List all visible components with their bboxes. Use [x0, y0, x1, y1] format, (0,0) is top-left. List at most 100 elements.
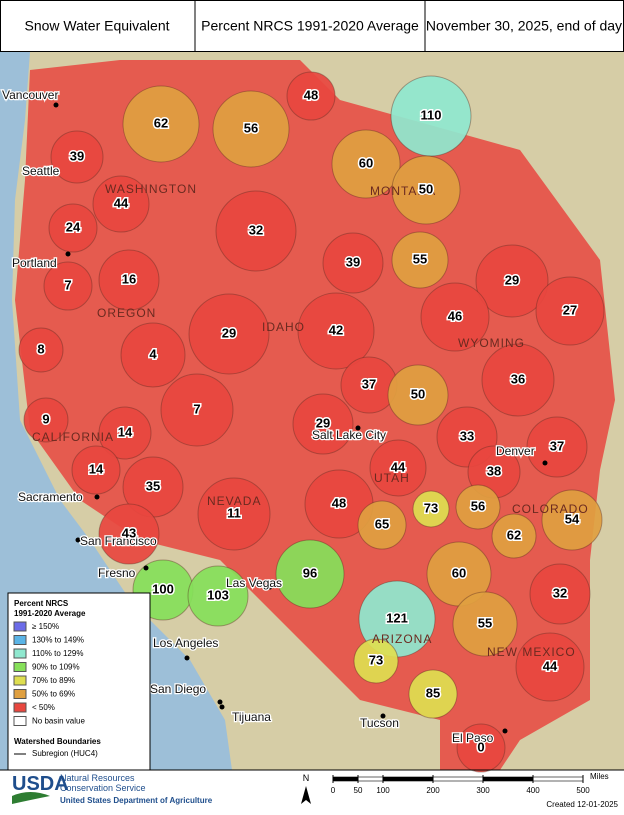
legend-swatch: [13, 689, 27, 699]
basin-value: 55: [413, 251, 427, 266]
basin-area: [491, 513, 537, 559]
basin-value: 62: [154, 115, 168, 130]
basin-value: 50: [411, 386, 425, 401]
basin-value: 16: [122, 271, 136, 286]
state-label: NEW MEXICO: [487, 645, 576, 659]
basin-area: [120, 322, 186, 388]
basin-value: 44: [391, 459, 406, 474]
city-label: Fresno: [98, 566, 136, 580]
basin-value: 60: [359, 155, 373, 170]
basin-value: 121: [386, 610, 408, 625]
legend-label: 110% to 129%: [32, 649, 83, 658]
basin-area: [98, 249, 160, 311]
scale-segment: [357, 776, 384, 782]
state-label: COLORADO: [512, 502, 589, 516]
basin-area: [353, 638, 399, 684]
city-label: El Paso: [452, 731, 494, 745]
state-label: NEVADA: [207, 494, 261, 508]
city-dot: [217, 699, 223, 705]
basin-value: 42: [329, 322, 343, 337]
basin-value: 32: [553, 585, 567, 600]
basin-area: [215, 190, 297, 272]
basin-value: 62: [507, 527, 521, 542]
basin-area: [286, 71, 336, 121]
north-arrow: [301, 786, 311, 804]
basin-area: [331, 129, 401, 199]
basin-area: [275, 539, 345, 609]
scale-segment: [332, 776, 359, 782]
city-label: Vancouver: [2, 88, 58, 102]
city-label: Seattle: [22, 164, 60, 178]
scale-unit: Miles: [590, 772, 609, 781]
basin-value: 29: [316, 415, 330, 430]
basin-area: [452, 591, 518, 657]
city-dot: [267, 584, 273, 590]
legend-label: No basin value: [32, 717, 85, 726]
basin-value: 96: [303, 565, 317, 580]
basin-area: [529, 563, 591, 625]
city-label: Portland: [12, 256, 57, 270]
basin-value: 54: [565, 511, 580, 526]
basin-value: 35: [146, 478, 160, 493]
basin-area: [187, 565, 249, 627]
ocean: [0, 52, 232, 770]
basin-value: 46: [448, 308, 462, 323]
basin-value: 24: [66, 219, 81, 234]
city-label: Tucson: [360, 716, 399, 730]
created-date: Created 12-01-2025: [546, 800, 618, 809]
city-dot: [502, 728, 508, 734]
basin-value: 73: [369, 652, 383, 667]
basin-area: [412, 490, 450, 528]
basin-value: 39: [70, 148, 84, 163]
basin-area: [122, 85, 200, 163]
city-label: Denver: [496, 444, 535, 458]
basin-area: [43, 261, 93, 311]
department-name: United States Department of Agriculture: [60, 796, 213, 805]
city-dot: [355, 425, 361, 431]
basin-value: 32: [249, 222, 263, 237]
scale-tick-label: 400: [526, 786, 540, 795]
legend-swatch: [13, 635, 27, 645]
scale-bar: 0 50 100 200 300 400 500: [331, 775, 590, 795]
basin-area: [71, 445, 121, 495]
city-dot: [143, 565, 149, 571]
basin-area: [541, 489, 603, 551]
basin-area: [98, 503, 160, 565]
city-dot: [53, 102, 59, 108]
basin-value: 48: [304, 87, 318, 102]
city-dot: [219, 704, 225, 710]
legend-label: ≥ 150%: [32, 622, 59, 631]
basin-area: [50, 130, 104, 184]
basin-value: 50: [419, 181, 433, 196]
scale-tick-label: 200: [426, 786, 440, 795]
city-dot: [65, 251, 71, 257]
basin-area: [387, 364, 449, 426]
state-label: WYOMING: [458, 336, 525, 350]
scale-tick-label: 300: [476, 786, 490, 795]
basin-area: [18, 327, 64, 373]
basin-area: [456, 723, 506, 773]
city-dot: [94, 494, 100, 500]
basin-area: [48, 203, 98, 253]
north-arrow-label: N: [303, 773, 310, 783]
basin-area: [23, 397, 69, 443]
agency-logo: USDA: [12, 773, 69, 795]
basin-area: [212, 90, 290, 168]
header-subtitle: Percent NRCS 1991-2020 Average: [201, 18, 419, 34]
basin-area: [92, 175, 150, 233]
basin-value: 110: [421, 107, 442, 122]
city-label: Los Angeles: [153, 636, 218, 650]
legend-swatch: [13, 662, 27, 672]
state-label: OREGON: [97, 306, 156, 320]
scale-segment: [482, 776, 534, 782]
header-title: Snow Water Equivalent: [25, 18, 170, 34]
legend-subtitle: 1991-2020 Average: [14, 609, 86, 618]
agency-name: Natural Resources: [60, 773, 135, 783]
scale-tick-label: 100: [376, 786, 390, 795]
basin-value: 65: [375, 516, 389, 531]
basin-area: [391, 155, 461, 225]
basin-area: [455, 484, 501, 530]
legend-label: 90% to 109%: [32, 663, 80, 672]
